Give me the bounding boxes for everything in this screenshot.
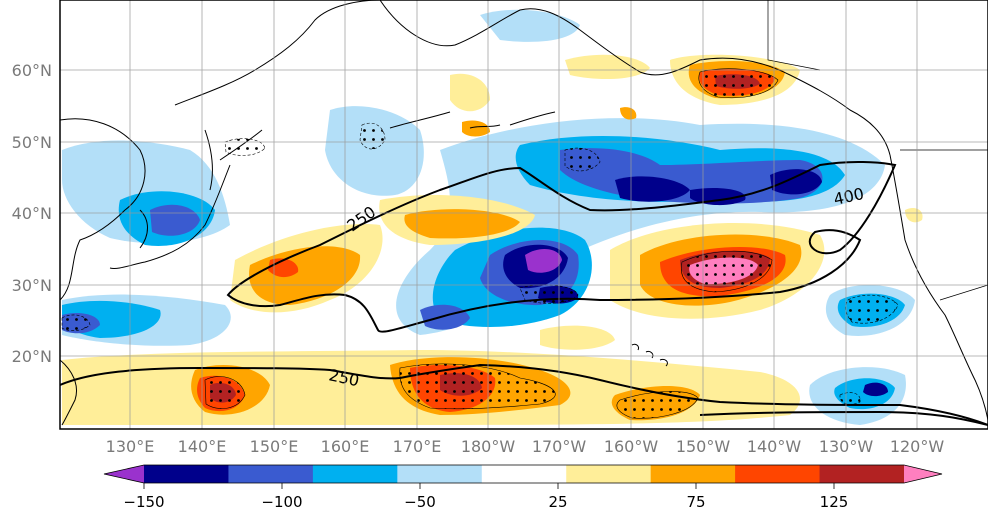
lon-label: 150°W (676, 437, 731, 456)
sakhalin-kurils (204, 129, 263, 191)
stipple-region (359, 122, 386, 150)
map-frame (59, 0, 988, 430)
colorbar-ticks (143, 483, 835, 489)
asia-coastline (60, 118, 146, 301)
colorbar-segments (144, 465, 905, 483)
negative-anomaly-region (325, 106, 424, 196)
kamchatka-coastline (174, 0, 381, 106)
lon-label: 170°E (393, 437, 442, 456)
lat-label: 30°N (12, 276, 52, 295)
negative-anomaly-region (863, 382, 888, 397)
positive-anomaly-region (462, 120, 490, 137)
colorbar-tick-label: 125 (820, 493, 849, 511)
philippines-coastline (60, 359, 77, 426)
negative-anomaly-region (690, 188, 746, 206)
north-america-coastline (889, 154, 988, 421)
stipple-region (839, 392, 861, 405)
colorbar-tick-label: 75 (686, 493, 705, 511)
hawaii-islands (631, 343, 668, 367)
colorbar-extend-high (904, 465, 942, 483)
lat-label: 50°N (12, 133, 52, 152)
colorbar-tick-label: 25 (548, 493, 567, 511)
colorbar-segment (481, 465, 567, 483)
colorbar: −150 −100 −50 25 75 125 (103, 464, 943, 511)
lon-label: 180°W (461, 437, 516, 456)
stipple-region (845, 294, 899, 324)
lon-label: 120°W (890, 437, 945, 456)
stipple-region (61, 314, 91, 331)
colorbar-tick-label: −50 (404, 493, 436, 511)
positive-anomaly-region (404, 209, 520, 239)
lon-label: 130°E (106, 437, 155, 456)
stipple-region (204, 376, 246, 409)
lon-label: 160°E (321, 437, 370, 456)
japan-coastline (109, 164, 231, 269)
climatology-contours (60, 160, 988, 426)
alaska-coastline (379, 0, 891, 156)
positive-anomaly-region (450, 73, 490, 112)
positive-anomaly-region (620, 107, 637, 120)
negative-anomaly-region (615, 176, 690, 202)
colorbar-segment (397, 465, 483, 483)
lon-label: 150°E (250, 437, 299, 456)
colorbar-segment (566, 465, 652, 483)
country-borders (767, 0, 988, 301)
colorbar-segment (650, 465, 736, 483)
latitude-labels: 60°N 50°N 40°N 30°N 20°N (12, 61, 52, 366)
significance-stippling (61, 68, 899, 419)
coastlines (60, 0, 988, 426)
negative-anomaly-region (525, 248, 562, 273)
lon-label: 140°E (178, 437, 227, 456)
contour-250-north (226, 160, 897, 333)
colorbar-segment (312, 465, 398, 483)
lon-label: 160°W (604, 437, 659, 456)
positive-anomaly-region (565, 54, 650, 80)
lon-label: 140°W (747, 437, 802, 456)
colorbar-segment (228, 465, 314, 483)
colorbar-tick-label: −150 (123, 493, 164, 511)
longitude-labels: 130°E 140°E 150°E 160°E 170°E 180°W 170°… (106, 437, 945, 456)
stipple-region (224, 138, 266, 156)
colorbar-segment (735, 465, 821, 483)
gridlines (60, 0, 988, 429)
aleutian-islands (389, 111, 556, 129)
contour-250-south (60, 363, 988, 426)
colorbar-extend-low (104, 465, 144, 483)
negative-anomaly-region (420, 304, 470, 330)
colorbar-labels: −150 −100 −50 25 75 125 (123, 493, 848, 511)
colorbar-segment (819, 465, 905, 483)
stipple-region (616, 391, 699, 419)
lat-label: 20°N (12, 347, 52, 366)
us-mexico-border (939, 284, 988, 301)
map-panel: 250 400 250 (60, 0, 988, 429)
lat-label: 60°N (12, 61, 52, 80)
lon-label: 130°W (819, 437, 874, 456)
negative-anomaly-region (770, 169, 822, 195)
stipple-region (564, 147, 601, 172)
alaska-canada-border (767, 0, 821, 71)
lon-label: 170°W (532, 437, 587, 456)
contour-south-lower (699, 410, 988, 426)
positive-anomaly-region (905, 208, 923, 223)
lat-label: 40°N (12, 204, 52, 223)
colorbar-tick-label: −100 (261, 493, 302, 511)
colorbar-segment (144, 465, 229, 483)
negative-anomaly-region (150, 204, 200, 236)
